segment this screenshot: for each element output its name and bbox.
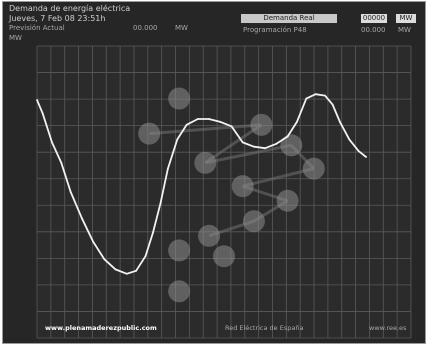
- demand-point: [196, 118, 199, 120]
- demand-point: [80, 217, 83, 220]
- real-demand-label: Demanda Real: [241, 14, 337, 23]
- demand-point: [275, 142, 278, 145]
- demand-point: [144, 255, 147, 258]
- demand-point: [365, 156, 368, 158]
- demand-point: [167, 167, 169, 170]
- demand-chart-panel: Demanda de energía eléctrica Jueves, 7 F…: [2, 1, 426, 344]
- demand-point: [314, 93, 317, 96]
- forecast-label: Previsión Actual: [9, 24, 65, 32]
- demand-point: [60, 161, 63, 164]
- demand-point: [230, 125, 233, 128]
- logo-dot: [276, 189, 299, 212]
- demand-point: [125, 272, 128, 275]
- real-demand-unit: MW: [396, 14, 416, 23]
- demand-point: [159, 202, 162, 205]
- demand-point: [324, 94, 326, 97]
- real-demand-value: 00000: [361, 14, 387, 23]
- demand-chart: [36, 45, 412, 339]
- demand-point: [152, 231, 154, 234]
- programmed-value: 00.000: [361, 26, 386, 34]
- demand-point: [339, 121, 341, 123]
- demand-point: [69, 191, 72, 193]
- plot-area: [37, 46, 411, 338]
- demand-point: [331, 103, 334, 106]
- logo-dot: [198, 224, 221, 247]
- demand-point: [41, 112, 44, 115]
- axis-unit-label: MW: [9, 34, 22, 42]
- logo-dot: [280, 134, 303, 157]
- demand-point: [36, 99, 38, 101]
- logo-dot: [250, 113, 273, 136]
- logo-dot: [168, 87, 191, 110]
- demand-point: [264, 147, 267, 150]
- logo-dot: [168, 239, 191, 262]
- demand-point: [185, 123, 188, 126]
- forecast-unit: MW: [175, 24, 188, 32]
- demand-point: [114, 268, 117, 271]
- demand-point: [176, 138, 179, 141]
- demand-point: [253, 145, 255, 148]
- logo-link: [205, 143, 292, 165]
- demand-point: [296, 121, 298, 123]
- logo-dot: [302, 157, 325, 180]
- forecast-value: 00.000: [133, 24, 158, 32]
- demand-point: [103, 258, 106, 261]
- logo-dot: [138, 122, 161, 145]
- demand-point: [135, 269, 138, 272]
- logo-link: [242, 167, 315, 188]
- demand-point: [51, 141, 53, 144]
- programmed-label: Programación P48: [243, 26, 307, 34]
- logo-dot: [213, 245, 235, 268]
- demand-point: [357, 150, 360, 153]
- programmed-unit: MW: [398, 26, 411, 34]
- chart-title: Demanda de energía eléctrica: [9, 4, 131, 13]
- source-url: www.ree.es: [369, 324, 407, 332]
- logo-dot: [231, 175, 254, 198]
- logo-link: [204, 123, 263, 165]
- demand-point: [305, 97, 308, 100]
- demand-point: [348, 138, 351, 141]
- chart-date: Jueves, 7 Feb 08 23:51h: [9, 14, 106, 23]
- logo-dot: [168, 280, 191, 303]
- demand-point: [208, 118, 210, 120]
- watermark-text: www.plenamaderezpublic.com: [45, 324, 157, 332]
- logo-dot: [194, 151, 217, 174]
- logo-link: [149, 123, 262, 136]
- logo-dot: [242, 210, 265, 233]
- demand-point: [286, 135, 289, 138]
- source-text: Red Eléctrica de España: [225, 324, 304, 332]
- demand-point: [241, 141, 244, 144]
- demand-point: [92, 240, 94, 243]
- demand-point: [219, 121, 222, 123]
